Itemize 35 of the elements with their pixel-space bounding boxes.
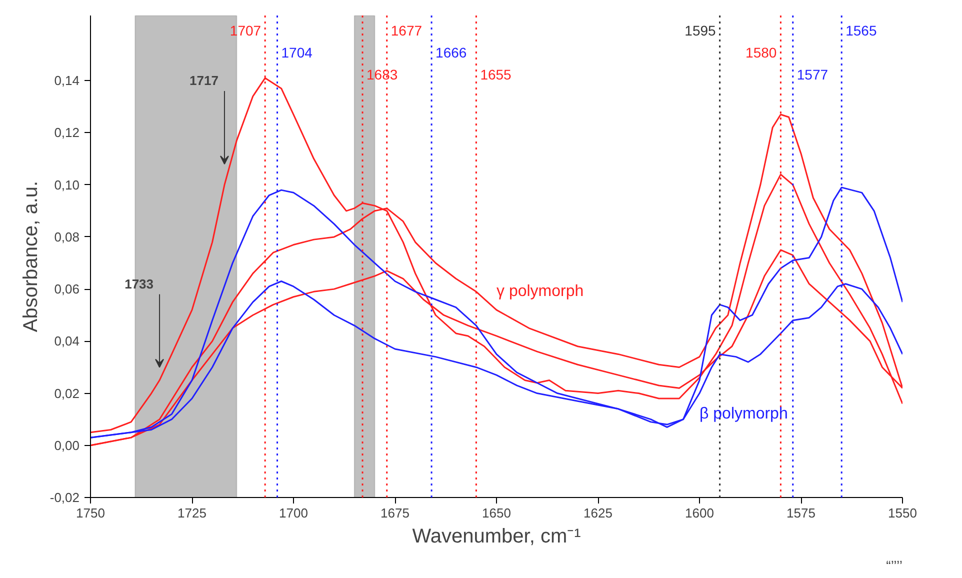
y-tick-label: 0,00 bbox=[54, 438, 80, 453]
y-tick-label: -0,02 bbox=[50, 490, 80, 505]
y-tick-label: 0,04 bbox=[54, 334, 80, 349]
y-tick-label: 0,14 bbox=[54, 73, 80, 88]
ref-line-label: 1595 bbox=[684, 22, 716, 38]
ref-line-label: 1704 bbox=[281, 44, 313, 60]
series-label: γ polymorph bbox=[496, 282, 584, 300]
y-tick-label: 0,06 bbox=[54, 282, 80, 297]
ref-line-label: 1577 bbox=[796, 66, 828, 82]
ref-line-label: 1580 bbox=[746, 44, 777, 60]
x-tick-label: 1550 bbox=[888, 506, 917, 520]
x-tick-label: 1675 bbox=[380, 506, 410, 520]
x-tick-label: 1575 bbox=[786, 506, 816, 520]
y-axis-title: Absorbance, a.u. bbox=[20, 180, 42, 332]
y-tick-label: 0,12 bbox=[54, 125, 80, 140]
ref-line-label: 1683 bbox=[366, 66, 398, 82]
ref-line-label: 1707 bbox=[230, 22, 262, 38]
x-tick-label: 1700 bbox=[279, 506, 308, 520]
y-tick-label: 0,08 bbox=[54, 229, 80, 244]
x-axis-title: Wavenumber, cm⁻¹ bbox=[412, 526, 582, 548]
ref-line-label: 1655 bbox=[480, 66, 512, 82]
x-tick-label: 1650 bbox=[482, 506, 511, 520]
y-tick-label: 0,02 bbox=[54, 386, 80, 401]
series-label: β polymorph bbox=[700, 405, 788, 422]
annotation: 1717 bbox=[190, 73, 218, 88]
x-tick-label: 1750 bbox=[76, 506, 105, 520]
text: “’’’’ bbox=[886, 558, 903, 574]
x-tick-label: 1600 bbox=[685, 506, 714, 520]
ref-line-label: 1677 bbox=[390, 22, 422, 38]
x-tick-label: 1625 bbox=[584, 506, 612, 520]
ref-line-label: 1666 bbox=[436, 44, 467, 60]
annotation: 1733 bbox=[124, 276, 154, 292]
ref-line-label: 1565 bbox=[846, 22, 877, 38]
x-tick-label: 1725 bbox=[178, 506, 206, 520]
y-tick-label: 0,10 bbox=[54, 177, 80, 192]
